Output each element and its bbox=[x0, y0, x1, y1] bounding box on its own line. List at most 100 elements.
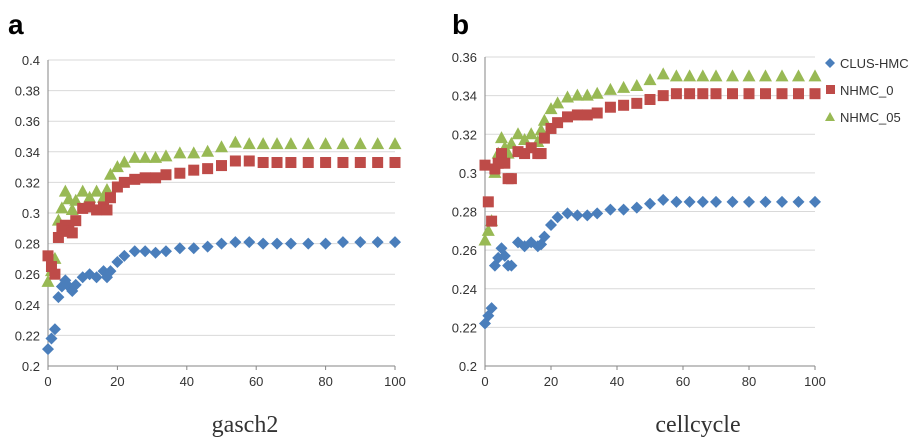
data-point bbox=[243, 155, 255, 167]
data-point bbox=[228, 135, 242, 148]
data-point bbox=[571, 109, 583, 121]
data-point bbox=[202, 163, 214, 175]
data-points bbox=[478, 67, 822, 330]
diamond-marker-icon bbox=[825, 58, 835, 68]
data-point bbox=[188, 164, 200, 176]
data-point bbox=[388, 137, 402, 150]
data-point bbox=[489, 163, 501, 175]
y-tick-label: 0.26 bbox=[452, 243, 477, 258]
data-point bbox=[104, 265, 117, 278]
legend-item-nhmc-05: NHMC_05 bbox=[825, 110, 901, 125]
y-tick-label: 0.2 bbox=[22, 359, 40, 374]
data-point bbox=[77, 202, 89, 214]
data-point bbox=[45, 332, 58, 345]
data-point bbox=[561, 90, 574, 103]
data-point bbox=[486, 215, 498, 227]
data-point bbox=[545, 122, 557, 134]
data-point bbox=[90, 184, 104, 197]
data-point bbox=[534, 123, 548, 136]
series-nhmc-05 bbox=[478, 67, 822, 246]
data-point bbox=[571, 209, 584, 222]
data-point bbox=[591, 207, 604, 220]
data-point bbox=[103, 167, 117, 180]
data-point bbox=[70, 215, 82, 227]
data-point bbox=[643, 73, 657, 86]
y-tick-label: 0.4 bbox=[22, 53, 40, 68]
data-point bbox=[696, 69, 710, 82]
data-point bbox=[524, 127, 538, 140]
data-point bbox=[128, 245, 141, 258]
y-tick-label: 0.22 bbox=[15, 328, 40, 343]
data-point bbox=[49, 268, 61, 280]
data-point bbox=[505, 173, 517, 185]
data-point bbox=[389, 157, 401, 169]
data-point bbox=[792, 195, 805, 208]
data-point bbox=[604, 203, 617, 216]
data-points bbox=[41, 135, 402, 356]
y-tick-label: 0.32 bbox=[15, 175, 40, 190]
x-tick-label: 0 bbox=[481, 374, 488, 389]
y-tick-label: 0.32 bbox=[452, 127, 477, 142]
data-point bbox=[630, 78, 644, 91]
data-point bbox=[118, 176, 130, 188]
data-point bbox=[505, 259, 518, 272]
data-point bbox=[630, 201, 643, 214]
data-point bbox=[759, 195, 772, 208]
data-point bbox=[710, 195, 722, 208]
series-nhmc-0 bbox=[479, 88, 821, 227]
data-point bbox=[257, 157, 269, 169]
data-point bbox=[187, 242, 200, 255]
data-point bbox=[552, 117, 564, 129]
data-point bbox=[159, 245, 172, 258]
data-point bbox=[371, 236, 384, 249]
data-point bbox=[284, 137, 298, 150]
x-tick-label: 80 bbox=[318, 374, 332, 389]
data-point bbox=[617, 203, 630, 216]
x-tick-label: 0 bbox=[44, 374, 51, 389]
data-point bbox=[69, 193, 83, 206]
axes bbox=[47, 60, 396, 370]
data-point bbox=[495, 131, 508, 144]
data-point bbox=[519, 148, 531, 160]
data-point bbox=[809, 88, 821, 100]
data-point bbox=[284, 237, 297, 250]
data-point bbox=[45, 261, 57, 273]
data-point bbox=[111, 181, 123, 193]
y-tick-label: 0.3 bbox=[459, 166, 477, 181]
data-point bbox=[603, 82, 617, 95]
y-tick-label: 0.28 bbox=[15, 237, 40, 252]
data-point bbox=[90, 271, 103, 284]
data-point bbox=[481, 223, 495, 236]
data-point bbox=[76, 184, 90, 197]
data-point bbox=[101, 204, 113, 216]
x-tick-label: 20 bbox=[544, 374, 558, 389]
data-point bbox=[302, 157, 314, 169]
chart-panel-a: a 0.2 0.22 0.24 0.26 0.28 0.3 0.32 0.34 0.36 0.38… bbox=[8, 9, 406, 438]
y-tick-label: 0.38 bbox=[15, 84, 40, 99]
x-tick-label: 40 bbox=[180, 374, 194, 389]
data-point bbox=[793, 88, 804, 100]
data-point bbox=[684, 88, 696, 100]
y-tick-label: 0.34 bbox=[452, 89, 477, 104]
data-point bbox=[83, 190, 97, 203]
data-point bbox=[42, 343, 54, 356]
data-point bbox=[110, 160, 124, 173]
data-point bbox=[512, 146, 524, 158]
legend-label: NHMC_0 bbox=[840, 83, 893, 98]
x-tick-label: 60 bbox=[249, 374, 263, 389]
data-point bbox=[69, 278, 82, 291]
data-point bbox=[808, 69, 822, 82]
data-point bbox=[727, 88, 738, 100]
data-point bbox=[242, 137, 256, 150]
data-point bbox=[535, 148, 547, 160]
x-axis-caption: cellcycle bbox=[655, 412, 740, 438]
data-point bbox=[656, 67, 670, 80]
data-point bbox=[174, 167, 186, 179]
data-point bbox=[482, 196, 494, 208]
data-point bbox=[544, 102, 558, 115]
data-point bbox=[710, 88, 722, 100]
data-point bbox=[618, 99, 630, 111]
y-tick-label: 0.2 bbox=[459, 359, 477, 374]
data-point bbox=[499, 157, 511, 169]
